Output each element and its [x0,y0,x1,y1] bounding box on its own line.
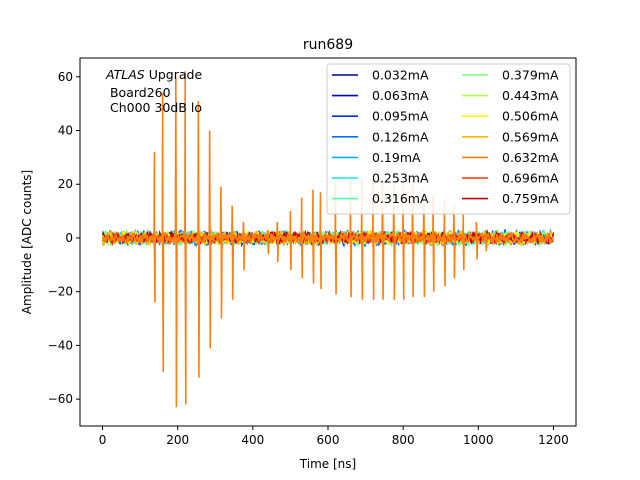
x-tick-label: 1200 [538,433,569,447]
y-tick-label: 40 [58,124,73,138]
legend-label: 0.19mA [372,150,421,165]
legend-label: 0.443mA [502,88,559,103]
legend: 0.032mA 0.063mA 0.095mA 0.126mA 0.19mA 0.253m… [326,63,571,215]
y-tick-label: 60 [58,70,73,84]
x-tick-label: 0 [99,433,107,447]
annotation-block: ATLAS Upgrade Board260 Ch000 30dB lo [105,67,202,115]
y-axis-label: Amplitude [ADC counts] [20,170,34,314]
legend-label: 0.253mA [372,171,429,186]
legend-label: 0.032mA [372,68,429,83]
legend-label: 0.569mA [502,129,559,144]
x-axis-label: Time [ns] [299,457,356,471]
annotation-upgrade: Upgrade [145,67,203,82]
legend-label: 0.126mA [372,129,429,144]
legend-label: 0.316mA [372,191,429,206]
annotation-line-1: ATLAS Upgrade [105,67,202,82]
x-tick-label: 600 [317,433,340,447]
y-tick-label: −20 [48,285,73,299]
legend-label: 0.379mA [502,68,559,83]
annotation-line-2: Board260 [106,85,171,100]
chart-title: run689 [303,37,353,53]
axis-ticks: 0 200 400 600 800 1000 1200 −60 −40 −20 0 20 40 60 [48,70,569,447]
y-tick-label: −60 [48,392,73,406]
y-tick-label: 20 [58,177,73,191]
y-tick-label: 0 [65,231,73,245]
x-tick-label: 1000 [463,433,494,447]
legend-label: 0.696mA [502,171,559,186]
legend-label: 0.063mA [372,88,429,103]
legend-label: 0.759mA [502,191,559,206]
annotation-line-3: Ch000 30dB lo [106,100,202,115]
x-tick-label: 800 [392,433,415,447]
legend-box [326,63,571,215]
legend-label: 0.506mA [502,109,559,124]
x-tick-label: 400 [241,433,264,447]
legend-label: 0.095mA [372,109,429,124]
annotation-atlas: ATLAS [105,67,145,82]
y-tick-label: −40 [48,338,73,352]
x-tick-label: 200 [166,433,189,447]
series-line-highlight [101,71,555,408]
legend-label: 0.632mA [502,150,559,165]
plot-area [101,71,555,408]
